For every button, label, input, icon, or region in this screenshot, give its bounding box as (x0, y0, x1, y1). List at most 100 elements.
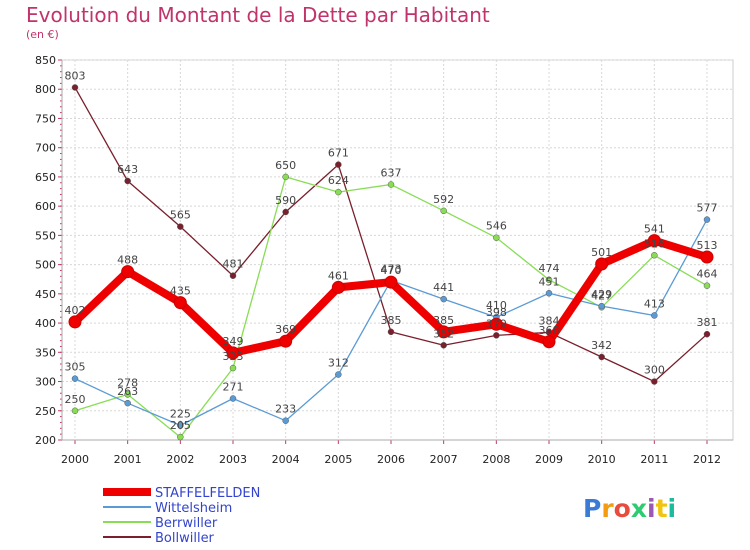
data-point (177, 422, 184, 429)
data-point (229, 364, 237, 372)
logo-letter: P (583, 494, 601, 523)
data-label: 225 (170, 407, 191, 420)
data-label: 368 (539, 324, 560, 337)
data-point (71, 375, 79, 382)
data-point (124, 399, 131, 407)
x-tick-label: 2004 (272, 453, 300, 466)
x-tick-label: 2008 (482, 453, 510, 466)
data-label: 410 (486, 299, 507, 312)
logo-letter: i (647, 494, 656, 523)
data-point (598, 353, 605, 361)
logo-letter: r (601, 494, 614, 523)
data-label: 643 (117, 163, 138, 176)
data-label: 650 (275, 159, 296, 172)
data-point (493, 332, 500, 339)
data-point (226, 346, 240, 360)
data-label: 474 (539, 262, 560, 275)
logo-letter: x (631, 494, 647, 523)
y-tick-label: 350 (35, 346, 56, 359)
legend-label: Berrwiller (155, 516, 218, 531)
data-point (335, 188, 342, 196)
data-point (335, 161, 342, 168)
x-tick-label: 2002 (166, 453, 194, 466)
x-tick-label: 2009 (535, 453, 563, 466)
y-tick-label: 250 (35, 405, 56, 418)
data-point (177, 223, 184, 230)
data-point (71, 407, 79, 415)
data-label: 402 (65, 304, 86, 317)
data-point (651, 378, 658, 385)
data-label: 501 (591, 246, 612, 259)
plot-area (61, 59, 734, 441)
data-point (384, 275, 398, 289)
data-label: 473 (381, 262, 402, 275)
data-label: 435 (170, 285, 191, 298)
data-point (440, 295, 447, 303)
data-label: 384 (539, 314, 560, 327)
x-tick-label: 2006 (377, 453, 405, 466)
y-tick-label: 500 (35, 259, 56, 272)
legend-label: Wittelsheim (155, 501, 232, 516)
data-label: 481 (223, 258, 244, 271)
data-point (703, 330, 711, 338)
x-tick-label: 2010 (588, 453, 616, 466)
proxiti-logo: Proxiti (583, 494, 676, 523)
data-label: 671 (328, 147, 349, 160)
data-label: 441 (433, 281, 454, 294)
data-point (595, 257, 609, 271)
data-point (647, 234, 661, 248)
data-label: 385 (381, 314, 402, 327)
data-label: 451 (539, 275, 560, 288)
data-label: 233 (275, 403, 296, 416)
data-label: 470 (381, 264, 402, 277)
data-label: 488 (117, 254, 138, 267)
data-label: 205 (170, 419, 191, 432)
y-tick-label: 400 (35, 317, 56, 330)
data-label: 592 (433, 193, 454, 206)
data-label: 381 (697, 316, 718, 329)
data-point (598, 302, 605, 310)
data-point (651, 252, 658, 259)
chart-title: Evolution du Montant de la Dette par Hab… (26, 3, 490, 27)
x-tick-label: 2007 (430, 453, 458, 466)
data-point (229, 395, 237, 402)
data-label: 803 (65, 69, 86, 82)
data-point (331, 280, 345, 294)
data-label: 305 (65, 361, 86, 374)
data-point (651, 312, 658, 319)
y-tick-label: 750 (35, 112, 56, 125)
data-point (545, 290, 553, 297)
data-label: 278 (117, 376, 138, 389)
data-point (542, 335, 556, 349)
data-point (489, 317, 503, 331)
data-label: 427 (591, 289, 612, 302)
data-point (229, 272, 237, 279)
data-label: 250 (65, 393, 86, 406)
data-label: 349 (223, 335, 244, 348)
y-tick-label: 650 (35, 171, 56, 184)
data-point (437, 325, 451, 339)
data-label: 369 (275, 323, 296, 336)
legend-label: STAFFELFELDEN (155, 486, 260, 501)
y-tick-label: 800 (35, 83, 56, 96)
data-point (703, 282, 711, 289)
data-label: 398 (486, 306, 507, 319)
data-label: 637 (381, 167, 402, 180)
data-label: 546 (486, 220, 507, 233)
x-tick-label: 2000 (61, 453, 89, 466)
data-label: 263 (117, 385, 138, 398)
data-point (440, 207, 447, 215)
data-point (700, 250, 714, 264)
data-point (282, 417, 289, 424)
data-point (335, 371, 342, 378)
data-label: 385 (433, 314, 454, 327)
data-label: 513 (697, 239, 718, 252)
x-tick-label: 2012 (693, 453, 721, 466)
data-point (173, 296, 187, 310)
x-tick-label: 2003 (219, 453, 247, 466)
x-tick-label: 2005 (324, 453, 352, 466)
data-label: 577 (697, 202, 718, 215)
y-tick-label: 700 (35, 142, 56, 155)
data-label: 312 (328, 357, 349, 370)
